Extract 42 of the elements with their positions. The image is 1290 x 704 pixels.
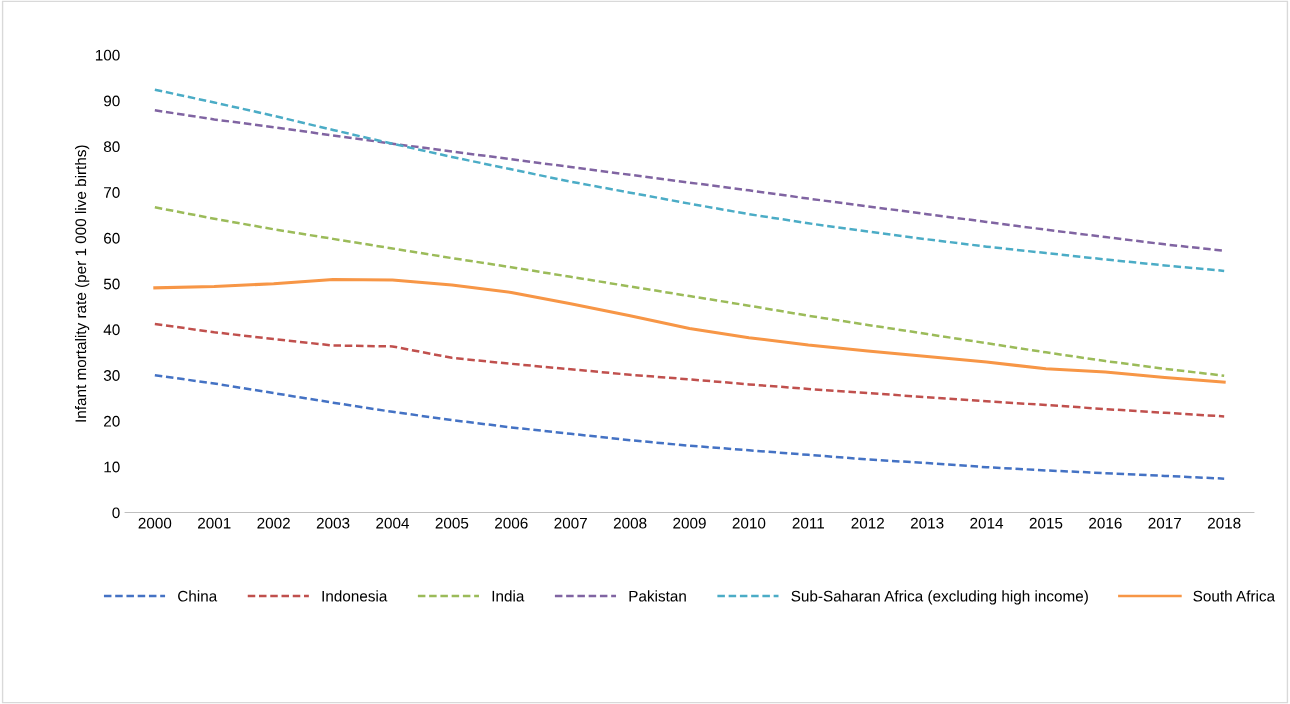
- line-series: [153, 373, 1226, 480]
- y-axis-title: Infant mortality rate (per 1 000 live births): [74, 145, 90, 422]
- y-tick-label: 20: [104, 415, 120, 427]
- x-tick-label: 2010: [732, 517, 766, 529]
- legend-label: Indonesia: [322, 590, 388, 602]
- x-tick-label: 2008: [613, 517, 647, 529]
- y-tick-label: 50: [103, 278, 120, 290]
- x-tick-label: 2013: [910, 517, 944, 529]
- x-tick-label: 2012: [851, 517, 884, 529]
- legend-label: Pakistan: [629, 590, 686, 602]
- line-series: [153, 278, 1226, 384]
- y-tick-label: 80: [103, 141, 120, 153]
- x-tick-label: 2000: [138, 517, 172, 529]
- x-tick-label: 2009: [673, 517, 706, 529]
- x-tick-label: 2004: [376, 517, 410, 529]
- x-tick-label: 2003: [316, 517, 350, 529]
- x-tick-label: 2001: [198, 517, 231, 529]
- y-tick-label: 100: [95, 49, 120, 61]
- line-series: [153, 322, 1226, 418]
- legend-label: China: [178, 590, 218, 602]
- x-tick-label: 2011: [792, 517, 825, 529]
- x-tick-label: 2002: [257, 517, 290, 529]
- x-tick-label: 2016: [1089, 517, 1122, 529]
- x-tick-label: 2015: [1029, 517, 1063, 529]
- y-tick-label: 90: [103, 95, 120, 107]
- x-tick-label: 2018: [1207, 517, 1241, 529]
- y-tick-label: 0: [112, 507, 120, 519]
- y-tick-label: 40: [103, 324, 120, 336]
- x-tick-label: 2014: [970, 517, 1004, 529]
- y-tick-label: 70: [104, 187, 120, 198]
- line-series: [153, 88, 1226, 273]
- line-series: [153, 206, 1226, 377]
- legend-label: South Africa: [1193, 590, 1276, 602]
- y-tick-label: 10: [104, 461, 120, 473]
- x-tick-label: 2007: [554, 517, 587, 529]
- x-tick-label: 2005: [435, 517, 469, 529]
- x-tick-label: 2017: [1148, 517, 1181, 529]
- legend-label: Sub-Saharan Africa (excluding high income): [791, 590, 1088, 605]
- x-tick-label: 2006: [495, 517, 528, 529]
- y-tick-label: 30: [103, 370, 120, 381]
- legend-label: India: [492, 590, 525, 602]
- y-tick-label: 60: [104, 232, 120, 244]
